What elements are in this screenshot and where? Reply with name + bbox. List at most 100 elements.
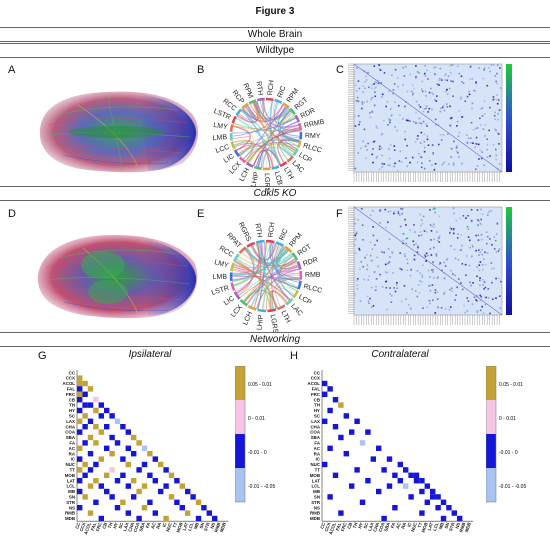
matrix-cell: [141, 445, 148, 451]
matrix-cell: [404, 218, 406, 221]
matrix-cell: [163, 467, 169, 473]
matrix-cell: [490, 210, 493, 212]
matrix-cell: [358, 247, 360, 250]
matrix-cell: [440, 139, 443, 141]
matrix-cell: [483, 69, 485, 71]
matrix-cell: [357, 152, 359, 154]
matrix-cell: [447, 133, 449, 135]
matrix-cell: [461, 288, 464, 291]
matrix-cell: [427, 269, 430, 272]
matrix-cell: [372, 305, 375, 307]
matrix-cell: [398, 104, 400, 107]
column-label: TH: [107, 522, 114, 529]
matrix-cell: [357, 115, 360, 117]
matrix-cell: [498, 248, 501, 250]
row-label: SN: [314, 495, 320, 500]
matrix-cell: [438, 241, 441, 243]
matrix-cell: [434, 208, 436, 210]
matrix-cell: [486, 148, 488, 151]
contralateral-legend: 0.05 - 0.01 0 - 0.01 -0.01 - 0 -0.01 - -…: [486, 366, 526, 503]
matrix-cell: [415, 290, 417, 292]
matrix-cell: [195, 499, 202, 505]
matrix-cell: [93, 499, 99, 505]
matrix-cell: [477, 219, 479, 221]
matrix-cell: [470, 137, 472, 139]
matrix-cell: [432, 93, 434, 96]
matrix-cell: [493, 98, 496, 100]
matrix-cell: [373, 83, 375, 85]
matrix-cell: [440, 78, 443, 80]
matrix-cell: [381, 166, 384, 168]
matrix-cell: [399, 114, 401, 116]
column-label: CB: [101, 522, 108, 530]
matrix-cell: [120, 499, 126, 505]
matrix-cell: [483, 113, 486, 115]
matrix-cell: [487, 67, 490, 69]
chord-label: LCC: [215, 144, 231, 155]
matrix-cell: [476, 275, 478, 278]
matrix-cell: [479, 117, 481, 120]
matrix-cell: [384, 208, 387, 211]
matrix-cell: [449, 64, 452, 67]
matrix-cell: [451, 510, 457, 516]
matrix-cell: [480, 157, 483, 160]
row-label: AC: [69, 446, 76, 451]
matrix-cell: [476, 127, 479, 129]
column-label: FAL: [335, 522, 343, 532]
chord-label: LIC: [223, 295, 236, 307]
matrix-cell: [456, 237, 459, 239]
matrix-cell: [379, 69, 382, 71]
matrix-cell: [403, 483, 409, 489]
matrix-cell: [461, 263, 464, 265]
matrix-cell: [448, 87, 451, 90]
figure-title: Figure 3: [255, 6, 295, 17]
matrix-cell: [366, 254, 368, 256]
matrix-cell: [388, 238, 391, 240]
matrix-cell: [401, 208, 403, 210]
matrix-cell: [483, 164, 486, 167]
matrix-cell: [405, 242, 408, 245]
matrix-cell: [493, 267, 495, 270]
matrix-cell: [479, 124, 482, 126]
matrix-cell: [430, 254, 433, 256]
matrix-cell: [383, 119, 385, 122]
matrix-cell: [376, 488, 382, 495]
matrix-cell: [495, 154, 498, 157]
matrix-cell: [201, 505, 207, 511]
matrix-cell: [365, 429, 371, 435]
matrix-cell: [376, 127, 379, 129]
matrix-cell: [422, 110, 425, 113]
matrix-cell: [449, 226, 452, 229]
matrix-cell: [425, 105, 428, 107]
matrix-cell: [405, 119, 408, 121]
matrix-cell: [332, 424, 339, 430]
matrix-cell: [415, 242, 417, 245]
matrix-cell: [403, 253, 406, 255]
matrix-cell: [493, 248, 496, 250]
matrix-cell: [77, 429, 83, 435]
matrix-cell: [322, 380, 328, 387]
matrix-cell: [349, 429, 355, 435]
matrix-cell: [413, 472, 420, 478]
matrix-cell: [478, 158, 480, 160]
matrix-cell: [364, 81, 366, 83]
matrix-cell: [374, 95, 377, 98]
matrix-cell: [354, 115, 356, 118]
column-label: LCL: [432, 522, 440, 532]
matrix-cell: [77, 386, 83, 392]
column-label: MOB: [421, 522, 429, 533]
matrix-cell: [443, 291, 446, 294]
matrix-cell: [427, 111, 429, 113]
colorbar: [506, 64, 512, 172]
row-label: MOB: [310, 473, 320, 478]
row-label: MDB: [310, 516, 320, 521]
matrix-cell: [493, 114, 496, 117]
matrix-cell: [450, 156, 452, 159]
colorbar: [506, 207, 512, 315]
matrix-cell: [388, 157, 391, 160]
chord-label: RGRS: [237, 221, 252, 243]
matrix-cell: [420, 224, 422, 227]
chord-label: RMB: [305, 272, 321, 279]
matrix-cell: [425, 95, 427, 97]
matrix-cell: [433, 99, 436, 101]
